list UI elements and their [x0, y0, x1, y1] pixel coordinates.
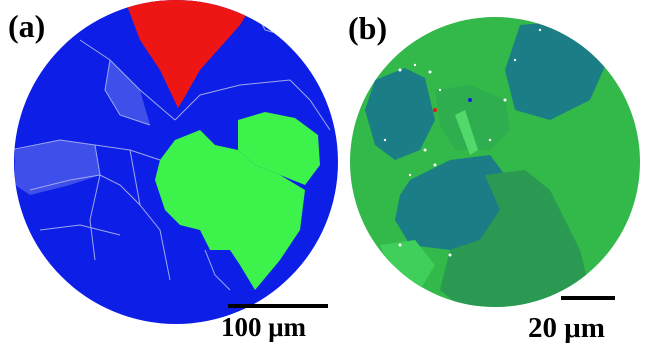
light-green-sliver	[455, 110, 478, 155]
green-grain-b-1	[440, 170, 590, 307]
blue-speck	[468, 98, 472, 102]
red-grain	[125, 0, 255, 108]
grain-boundaries-a	[14, 0, 331, 291]
grains-a	[14, 0, 331, 291]
panel-b: (b) 20 μm	[340, 0, 651, 345]
panel-label-b: (b)	[348, 10, 388, 46]
scale-label-a: 100 μm	[221, 312, 307, 342]
green-grain-b-2	[435, 85, 510, 150]
ebsd-map-a	[14, 0, 338, 324]
panel-label-a: (a)	[8, 8, 46, 44]
panel-a: (a) 100 μm	[8, 0, 338, 342]
teal-grain-1	[365, 68, 435, 160]
red-speck	[433, 108, 437, 112]
ebsd-map-b	[350, 17, 640, 307]
scale-label-b: 20 μm	[528, 312, 605, 344]
boundary-specks-b	[383, 28, 542, 292]
green-grain-1	[238, 112, 320, 185]
speckled-grains	[15, 60, 150, 195]
green-grain-2	[155, 130, 305, 290]
scale-bar-b	[561, 296, 615, 300]
scale-bar-a	[228, 304, 328, 308]
teal-grain-3	[395, 155, 505, 250]
grains-b	[365, 20, 610, 307]
